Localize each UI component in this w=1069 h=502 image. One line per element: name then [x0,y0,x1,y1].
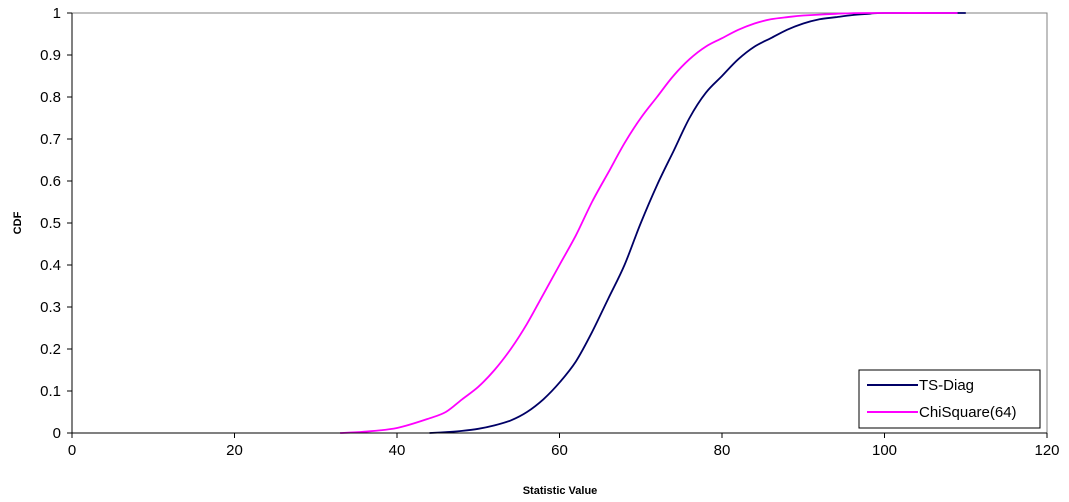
x-tick-label: 80 [714,442,731,459]
ticks-layer: 0 20 40 60 80 100 120 0 0.1 0.2 0.3 0.4 0.5 0.6 0.7 0.8… [40,5,1059,459]
y-tick-label: 0.4 [40,257,61,274]
x-tick-label: 100 [872,442,897,459]
y-tick-label: 0 [53,425,61,442]
legend-label-ts-diag: TS-Diag [919,377,974,394]
y-axis-title: CDF [12,211,24,234]
y-tick-label: 1 [53,5,61,22]
y-tick-label: 0.1 [40,383,61,400]
series-line-chisquare [340,12,958,434]
legend-box [858,369,1041,429]
x-tick-label: 20 [226,442,243,459]
x-tick-label: 60 [551,442,568,459]
y-tick-label: 0.3 [40,299,61,316]
y-tick-label: 0.9 [40,47,61,64]
y-tick-label: 0.2 [40,341,61,358]
y-tick-label: 0.5 [40,215,61,232]
y-tick-label: 0.7 [40,131,61,148]
y-tick-label: 0.8 [40,89,61,106]
x-axis-title: Statistic Value [523,485,598,497]
series-line-ts-diag [429,12,966,434]
legend-label-chisquare: ChiSquare(64) [919,404,1017,421]
x-tick-label: 120 [1034,442,1059,459]
legend: TS-Diag ChiSquare(64) [858,369,1041,429]
y-tick-label: 0.6 [40,173,61,190]
plot-area [71,12,1048,434]
x-tick-label: 0 [68,442,76,459]
x-tick-label: 40 [389,442,406,459]
series-layer [340,12,966,434]
